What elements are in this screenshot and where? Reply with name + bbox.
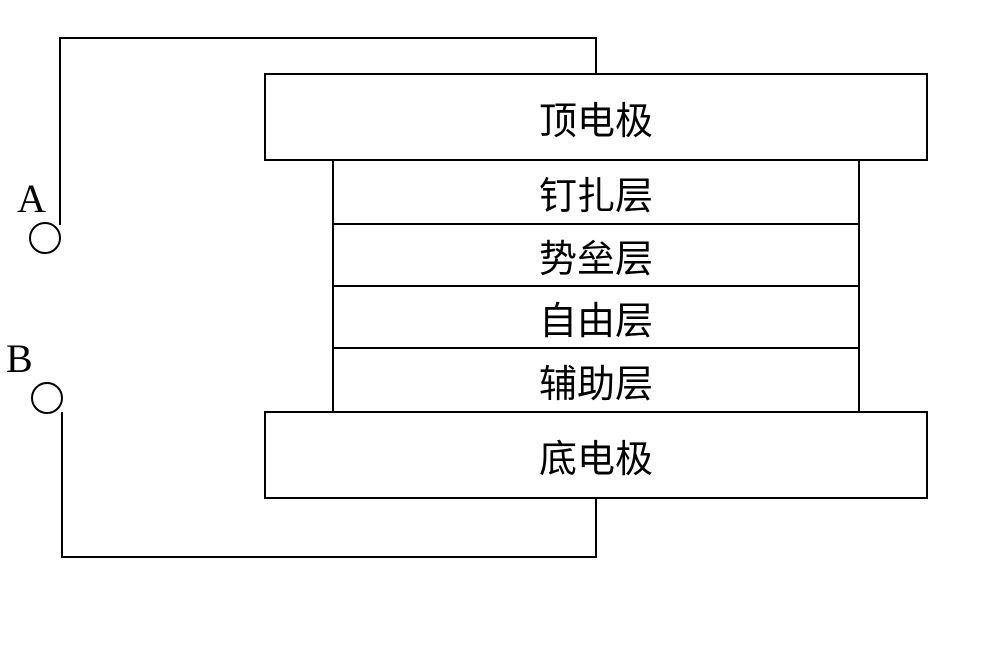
layer-free: 自由层 <box>332 285 860 349</box>
layer-bottom-electrode: 底电极 <box>264 411 928 499</box>
layer-free-label: 自由层 <box>539 290 653 345</box>
terminal-b-label: B <box>6 335 33 382</box>
layer-top-electrode-label: 顶电极 <box>539 90 653 145</box>
layer-auxiliary: 辅助层 <box>332 347 860 413</box>
terminal-b-circle <box>31 382 63 414</box>
terminal-a-circle <box>29 222 61 254</box>
layer-top-electrode: 顶电极 <box>264 73 928 161</box>
terminal-a-label: A <box>17 175 46 222</box>
layer-barrier-label: 势垒层 <box>539 228 653 283</box>
layer-barrier: 势垒层 <box>332 223 860 287</box>
layer-bottom-electrode-label: 底电极 <box>539 428 653 483</box>
layer-pinning-label: 钉扎层 <box>539 165 653 220</box>
layer-pinning: 钉扎层 <box>332 159 860 225</box>
layer-auxiliary-label: 辅助层 <box>539 353 653 408</box>
